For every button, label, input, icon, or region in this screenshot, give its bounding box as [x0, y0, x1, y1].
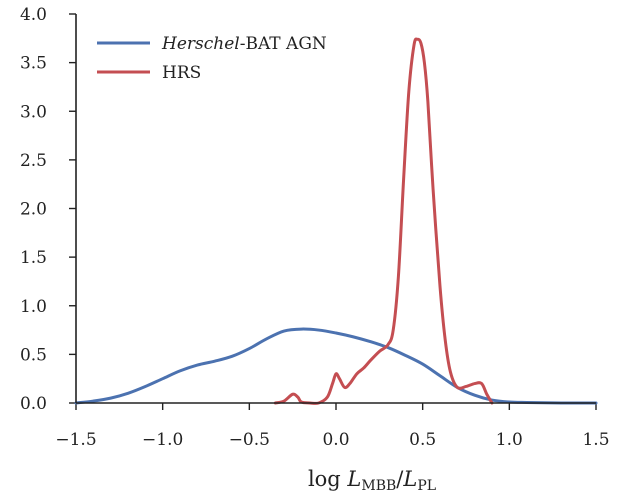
x-axis-title-den-var: L	[402, 467, 417, 491]
legend: Herschel-BAT AGN HRS	[97, 34, 327, 83]
x-tick-label: 0.0	[322, 430, 349, 450]
y-tick-label: 4.0	[20, 5, 47, 25]
x-tick-label: −1.5	[55, 430, 96, 450]
legend-label-herschel-bat-agn: Herschel-BAT AGN	[161, 34, 327, 54]
x-axis-ticks: −1.5 −1.0 −0.5 0.0 0.5 1.0 1.5	[55, 403, 610, 450]
x-tick-label: 0.5	[409, 430, 436, 450]
legend-label-rest-part: -BAT AGN	[240, 34, 327, 54]
x-axis-title-den-sub: PL	[417, 478, 436, 494]
legend-label-italic-part: Herschel	[161, 34, 240, 54]
x-axis-title-num-var: L	[346, 467, 361, 491]
y-tick-label: 0.0	[20, 394, 47, 414]
y-tick-label: 1.0	[20, 297, 47, 317]
y-tick-label: 2.0	[20, 200, 47, 220]
y-tick-label: 0.5	[20, 345, 47, 365]
series-line-hrs	[273, 37, 494, 405]
x-tick-label: 1.0	[496, 430, 523, 450]
x-axis-title-num-sub: MBB	[361, 478, 396, 494]
legend-label-hrs: HRS	[162, 63, 201, 83]
series-layer	[74, 37, 598, 405]
x-tick-label: 1.5	[582, 430, 609, 450]
x-tick-label: −0.5	[229, 430, 270, 450]
y-axis-ticks: 0.0 0.5 1.0 1.5 2.0 2.5 3.0 3.5 4.0	[20, 5, 76, 414]
y-tick-label: 1.5	[20, 248, 47, 268]
y-tick-label: 3.0	[20, 102, 47, 122]
x-axis-title-sep: /	[396, 467, 404, 491]
x-axis-title: log LMBB/LPL	[308, 467, 436, 494]
x-tick-label: −1.0	[142, 430, 183, 450]
y-tick-label: 2.5	[20, 151, 47, 171]
series-line-herschel-bat-agn	[74, 327, 598, 405]
y-tick-label: 3.5	[20, 54, 47, 74]
x-axis-title-prefix: log	[308, 467, 347, 491]
